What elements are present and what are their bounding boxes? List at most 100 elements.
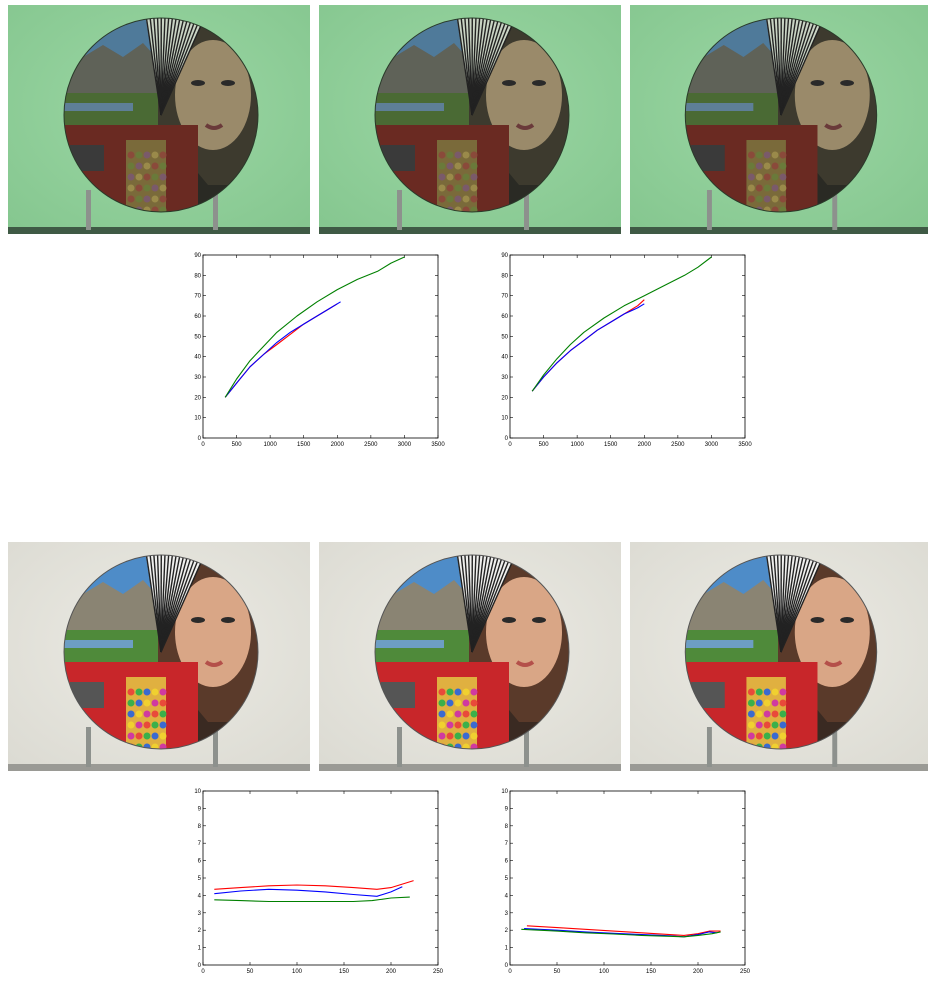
chart-3-ytick-label-9: 9 <box>198 806 202 812</box>
chart-4-axes-box <box>509 790 746 966</box>
chart-1-xtick-label-0: 0 <box>201 442 205 448</box>
chart-3-ytick-label-3: 3 <box>198 911 202 917</box>
chart-3-xtick-label-1: 50 <box>247 969 254 975</box>
chart-1-xtick-label-2: 1000 <box>263 442 277 448</box>
river <box>64 640 133 648</box>
chart-1-ytick-label-7: 70 <box>194 294 201 300</box>
chart-3-ytick-label-0: 0 <box>198 963 202 969</box>
table-edge <box>630 764 928 771</box>
face <box>486 40 562 150</box>
test-disc <box>64 555 258 749</box>
stand-leg-right <box>524 727 529 767</box>
chart-3: 0 50 100 150 200 250 0 1 2 3 4 5 6 7 8 9 10 <box>170 785 450 985</box>
chart-3-xtick-label-3: 150 <box>339 969 350 975</box>
stand-leg-left <box>397 727 402 767</box>
chart-1-ytick-label-9: 90 <box>194 253 201 259</box>
chart-4-ytick-label-8: 8 <box>505 824 509 830</box>
chart-3-series-1 <box>214 886 403 897</box>
chart-3-series-2 <box>214 896 410 903</box>
chart-1-xtick-label-7: 3500 <box>431 442 445 448</box>
mountains <box>375 43 474 105</box>
photo-neutral-1-image <box>8 542 310 771</box>
resolution-fan <box>764 18 826 116</box>
chart-1-ytick-label-0: 0 <box>198 436 202 442</box>
chart-1-ytick-label-8: 80 <box>194 273 201 279</box>
mountains <box>685 580 783 642</box>
chart-4-ytick-label-10: 10 <box>501 789 508 795</box>
river <box>685 640 754 648</box>
chart-1-xtick-label-4: 2000 <box>331 442 345 448</box>
stand-leg-right <box>832 190 838 230</box>
photo-neutral-3 <box>630 542 928 771</box>
chart-2-xtick-label-3: 1500 <box>604 442 618 448</box>
chart-4-series-2 <box>521 928 721 938</box>
chart-4-ytick-label-6: 6 <box>505 859 509 865</box>
chart-1-ytick-label-4: 40 <box>194 355 201 361</box>
chart-4-xtick-label-4: 200 <box>693 969 704 975</box>
stand-leg-left <box>397 190 402 230</box>
photo-green-1-image <box>8 5 310 234</box>
resolution-fan <box>454 18 518 116</box>
chart-2-ytick-label-9: 90 <box>501 253 508 259</box>
chart-3-xtick-label-0: 0 <box>201 969 205 975</box>
resolution-fan <box>143 18 207 116</box>
photo-green-2 <box>319 5 621 234</box>
face <box>794 40 870 150</box>
stand-leg-right <box>524 190 529 230</box>
chart-3-ytick-label-8: 8 <box>198 824 202 830</box>
chart-1-svg: 0 500 1000 1500 2000 2500 3000 3500 0 10 20 30 40 50 6… <box>194 253 445 448</box>
table-edge <box>8 764 310 771</box>
chart-2-ytick-label-2: 20 <box>501 395 508 401</box>
river <box>375 640 444 648</box>
chart-2-ytick-label-4: 40 <box>501 355 508 361</box>
chart-2: 0 500 1000 1500 2000 2500 3000 3500 0 10 20 30 40 50 6… <box>477 248 757 458</box>
chart-4-ytick-label-1: 1 <box>505 946 509 952</box>
chart-3-axes-box <box>202 790 439 966</box>
photo-green-1 <box>8 5 310 234</box>
stand-leg-left <box>86 190 91 230</box>
photo-neutral-2-image <box>319 542 621 771</box>
table-edge <box>319 227 621 234</box>
chart-3-xtick-label-2: 100 <box>292 969 303 975</box>
chart-2-xtick-label-5: 2500 <box>671 442 685 448</box>
chart-4-ytick-label-2: 2 <box>505 928 509 934</box>
chart-1-ytick-label-2: 20 <box>194 395 201 401</box>
chart-3-xtick-label-5: 250 <box>433 969 444 975</box>
chart-3-ytick-label-2: 2 <box>198 928 202 934</box>
chart-1-xtick-label-3: 1500 <box>297 442 311 448</box>
chart-2-ytick-label-5: 50 <box>501 334 508 340</box>
table-edge <box>319 764 621 771</box>
stand-leg-right <box>832 727 838 767</box>
chart-4-ytick-label-4: 4 <box>505 893 509 899</box>
mountains <box>64 43 163 105</box>
river <box>375 103 444 111</box>
chart-3-series-0 <box>214 880 414 890</box>
face <box>175 577 251 687</box>
chart-2-ytick-label-8: 80 <box>501 273 508 279</box>
mountains <box>64 580 163 642</box>
resolution-fan <box>143 555 207 653</box>
chart-2-axes-box <box>509 254 746 439</box>
stand-leg-left <box>706 190 712 230</box>
chart-3-xtick-label-4: 200 <box>386 969 397 975</box>
chart-2-ytick-label-1: 10 <box>501 416 508 422</box>
mountains <box>685 43 783 105</box>
chart-4: 0 50 100 150 200 250 0 1 2 3 4 5 6 7 8 9 10 <box>477 785 757 985</box>
photo-green-3 <box>630 5 928 234</box>
photo-green-2-image <box>319 5 621 234</box>
chart-3-svg: 0 50 100 150 200 250 0 1 2 3 4 5 6 7 8 9 10 <box>194 789 444 975</box>
stand-leg-right <box>213 727 218 767</box>
chart-2-svg: 0 500 1000 1500 2000 2500 3000 3500 0 10 20 30 40 50 6… <box>501 253 752 448</box>
stand-leg-left <box>86 727 91 767</box>
face <box>486 577 562 687</box>
chart-2-series-1 <box>531 303 645 392</box>
chart-4-svg: 0 50 100 150 200 250 0 1 2 3 4 5 6 7 8 9 10 <box>501 789 750 975</box>
face <box>175 40 251 150</box>
chart-4-ytick-label-0: 0 <box>505 963 509 969</box>
chart-2-ytick-label-0: 0 <box>505 436 509 442</box>
photo-neutral-3-image <box>630 542 928 771</box>
photo-green-3-image <box>630 5 928 234</box>
chart-2-xtick-label-0: 0 <box>508 442 512 448</box>
chart-1: 0 500 1000 1500 2000 2500 3000 3500 0 10 20 30 40 50 6… <box>170 248 450 458</box>
chart-3-ytick-label-7: 7 <box>198 841 202 847</box>
